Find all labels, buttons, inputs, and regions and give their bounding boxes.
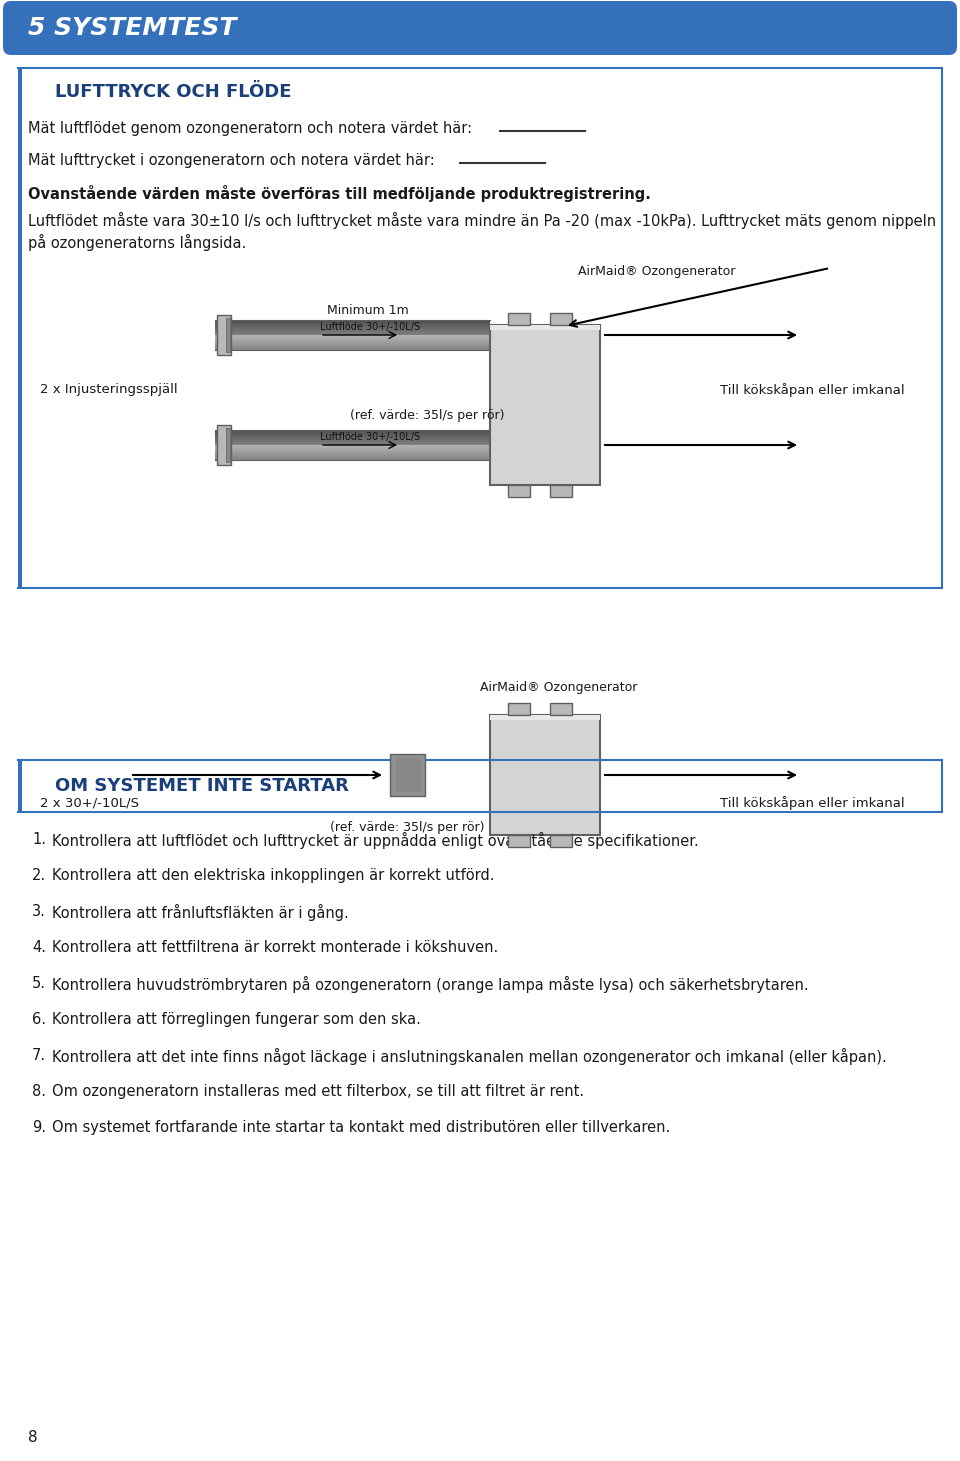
Bar xyxy=(18,69,22,587)
Text: Mät lufttrycket i ozongeneratorn och notera värdet här:: Mät lufttrycket i ozongeneratorn och not… xyxy=(28,152,435,168)
Text: Ovanstående värden måste överföras till medföljande produktregistrering.: Ovanstående värden måste överföras till … xyxy=(28,186,651,203)
Text: Till kökskåpan eller imkanal: Till kökskåpan eller imkanal xyxy=(720,383,904,397)
Text: Kontrollera att den elektriska inkopplingen är korrekt utförd.: Kontrollera att den elektriska inkopplin… xyxy=(52,868,494,882)
Bar xyxy=(508,836,530,847)
Bar xyxy=(550,485,572,497)
Text: 7.: 7. xyxy=(32,1048,46,1064)
Text: Kontrollera att fettfiltrena är korrekt monterade i kökshuven.: Kontrollera att fettfiltrena är korrekt … xyxy=(52,939,498,955)
Text: 2.: 2. xyxy=(32,868,46,882)
Text: Om systemet fortfarande inte startar ta kontakt med distributören eller tillverk: Om systemet fortfarande inte startar ta … xyxy=(52,1121,670,1135)
Bar xyxy=(390,754,425,796)
Text: LUFTTRYCK OCH FLÖDE: LUFTTRYCK OCH FLÖDE xyxy=(55,83,292,101)
Text: 2 x Injusteringsspjäll: 2 x Injusteringsspjäll xyxy=(40,383,178,396)
Text: Luftflöde 30+/-10L/S: Luftflöde 30+/-10L/S xyxy=(320,432,420,443)
Text: Luftflöde 30+/-10L/S: Luftflöde 30+/-10L/S xyxy=(320,321,420,332)
Text: 5.: 5. xyxy=(32,976,46,991)
Bar xyxy=(18,760,22,812)
Text: AirMaid® Ozongenerator: AirMaid® Ozongenerator xyxy=(480,681,637,694)
Text: 6.: 6. xyxy=(32,1012,46,1027)
Text: 4.: 4. xyxy=(32,939,46,955)
Text: 3.: 3. xyxy=(32,904,46,919)
Bar xyxy=(550,313,572,324)
Text: (ref. värde: 35l/s per rör): (ref. värde: 35l/s per rör) xyxy=(330,821,485,833)
Bar xyxy=(550,836,572,847)
Text: Kontrollera att det inte finns något läckage i anslutningskanalen mellan ozongen: Kontrollera att det inte finns något läc… xyxy=(52,1048,887,1065)
Text: Mät luftflödet genom ozongeneratorn och notera värdet här:: Mät luftflödet genom ozongeneratorn och … xyxy=(28,120,472,136)
Text: Minimum 1m: Minimum 1m xyxy=(327,304,409,317)
Text: (ref. värde: 35l/s per rör): (ref. värde: 35l/s per rör) xyxy=(350,409,505,422)
Text: på ozongeneratorns långsida.: på ozongeneratorns långsida. xyxy=(28,234,247,250)
Text: Kontrollera att förreglingen fungerar som den ska.: Kontrollera att förreglingen fungerar so… xyxy=(52,1012,420,1027)
Bar xyxy=(508,313,530,324)
Bar xyxy=(217,425,231,465)
Text: 5 SYSTEMTEST: 5 SYSTEMTEST xyxy=(28,16,236,39)
Bar xyxy=(217,316,231,355)
Bar xyxy=(550,703,572,714)
Bar xyxy=(490,714,600,836)
Text: Kontrollera att frånluftsfläkten är i gång.: Kontrollera att frånluftsfläkten är i gå… xyxy=(52,904,348,920)
Text: Till kökskåpan eller imkanal: Till kökskåpan eller imkanal xyxy=(720,796,904,809)
Text: Kontrollera huvudströmbrytaren på ozongeneratorn (orange lampa måste lysa) och s: Kontrollera huvudströmbrytaren på ozonge… xyxy=(52,976,808,993)
Bar xyxy=(490,324,600,485)
Bar xyxy=(226,428,230,462)
Bar xyxy=(508,485,530,497)
Text: 9.: 9. xyxy=(32,1121,46,1135)
Text: Om ozongeneratorn installeras med ett filterbox, se till att filtret är rent.: Om ozongeneratorn installeras med ett fi… xyxy=(52,1084,584,1099)
Text: 1.: 1. xyxy=(32,831,46,847)
Bar xyxy=(226,318,230,352)
Text: 8.: 8. xyxy=(32,1084,46,1099)
Bar xyxy=(396,758,421,792)
Text: AirMaid® Ozongenerator: AirMaid® Ozongenerator xyxy=(578,266,735,279)
Text: OM SYSTEMET INTE STARTAR: OM SYSTEMET INTE STARTAR xyxy=(55,777,348,795)
Bar xyxy=(508,703,530,714)
Bar xyxy=(490,324,600,330)
Bar xyxy=(490,714,600,720)
Text: 2 x 30+/-10L/S: 2 x 30+/-10L/S xyxy=(40,796,139,809)
Text: Kontrollera att luftflödet och lufttrycket är uppnådda enligt ovanstående specif: Kontrollera att luftflödet och lufttryck… xyxy=(52,831,699,849)
FancyBboxPatch shape xyxy=(3,1,957,56)
Text: Luftflödet måste vara 30±10 l/s och lufttrycket måste vara mindre än Pa -20 (max: Luftflödet måste vara 30±10 l/s och luft… xyxy=(28,212,936,228)
Text: 8: 8 xyxy=(28,1430,37,1445)
